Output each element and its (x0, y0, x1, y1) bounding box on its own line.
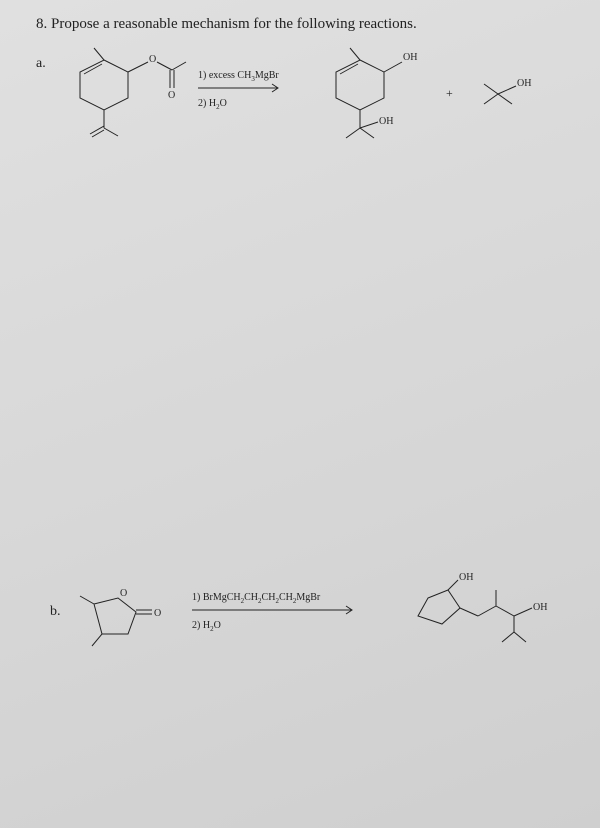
carbonyl-o-label: O (168, 90, 175, 101)
reagent-a-1: 1) excess CH3MgBr (198, 70, 279, 83)
reagent-a-2: 2) H2O (198, 98, 227, 111)
page: 8. Propose a reasonable mechanism for th… (0, 0, 600, 828)
question-prompt: Propose a reasonable mechanism for the f… (51, 16, 417, 32)
carbonyl-o-b: O (154, 608, 161, 619)
oh-b-1: OH (459, 572, 473, 583)
reagent-b-2: 2) H2O (192, 620, 221, 633)
oh-b-2: OH (533, 602, 547, 613)
ring-o-label: O (120, 588, 127, 599)
reagent-b-1: 1) BrMgCH2CH2CH2CH2MgBr (192, 592, 321, 605)
part-a-product2: OH (468, 64, 558, 124)
part-b-reactant: O O (70, 580, 180, 660)
part-a-reactant: O O (64, 36, 194, 156)
plus-a: + (446, 86, 453, 101)
part-a-arrow: 1) excess CH3MgBr 2) H2O (198, 68, 318, 128)
part-a-label: a. (36, 56, 46, 72)
oh-label-2: OH (379, 116, 393, 127)
part-b-product: OH OH (400, 568, 580, 658)
oh-label-3: OH (517, 78, 531, 89)
question-title: 8. Propose a reasonable mechanism for th… (36, 16, 417, 33)
part-b-label: b. (50, 604, 61, 620)
part-b-arrow: 1) BrMgCH2CH2CH2CH2MgBr 2) H2O (192, 590, 392, 646)
part-a-product1: OH OH (320, 36, 440, 166)
oh-label-1: OH (403, 52, 417, 63)
o-atom-label: O (149, 54, 156, 65)
question-number: 8. (36, 16, 47, 32)
